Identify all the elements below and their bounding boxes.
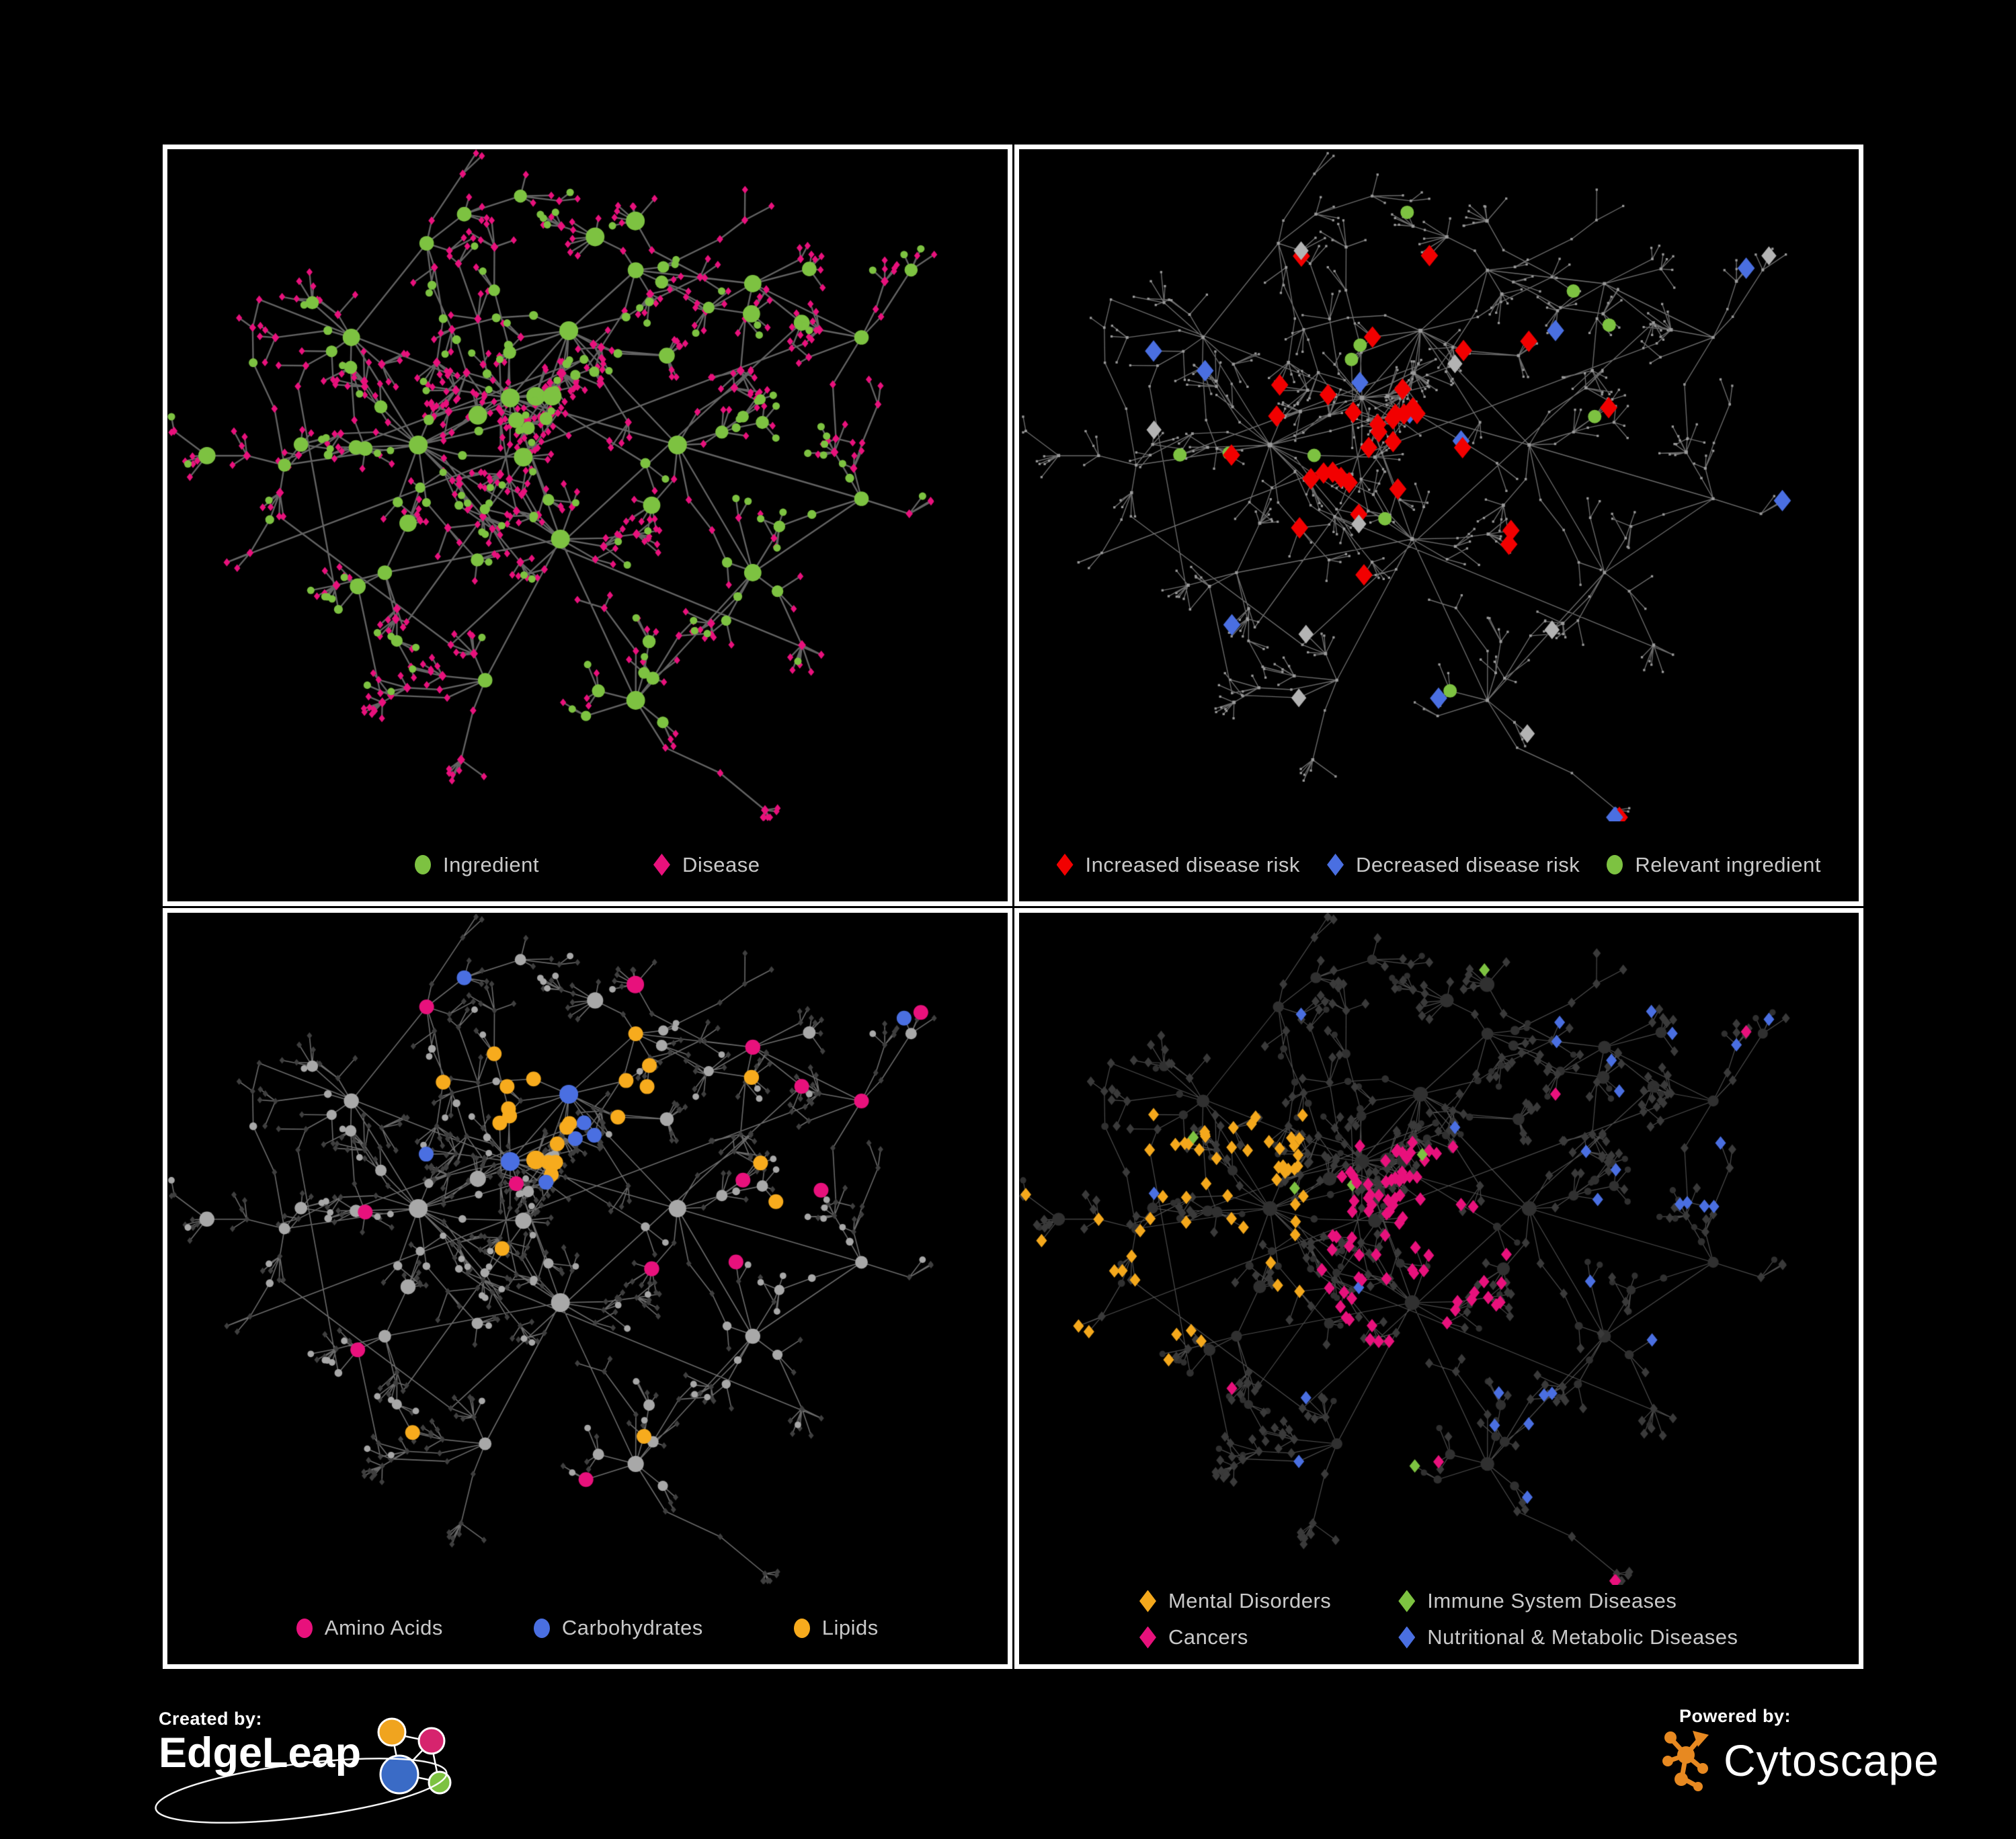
legend-item-immune-diseases: Immune System Diseases: [1398, 1589, 1738, 1613]
legend-disease-risk: Increased disease risk Decreased disease…: [1019, 853, 1859, 877]
legend-item-nutritional-metabolic: Nutritional & Metabolic Diseases: [1398, 1625, 1738, 1649]
legend-item-carbohydrates: Carbohydrates: [533, 1616, 703, 1640]
immune-diseases-diamond-icon: [1398, 1590, 1416, 1612]
cancers-diamond-icon: [1139, 1626, 1156, 1649]
network-canvas-disease-categories: [1018, 912, 1855, 1585]
legend-item-decreased-risk: Decreased disease risk: [1327, 853, 1580, 877]
legend-label-immune-diseases: Immune System Diseases: [1427, 1589, 1677, 1612]
powered-by-label: Powered by:: [1679, 1706, 1791, 1726]
legend-item-cancers: Cancers: [1139, 1625, 1331, 1649]
legend-item-lipids: Lipids: [793, 1616, 879, 1640]
decreased-risk-diamond-icon: [1327, 854, 1344, 876]
edgeleap-logo: Created by: EdgeLeap: [155, 1709, 508, 1824]
legend-label-ingredient: Ingredient: [443, 852, 539, 876]
legend-label-lipids: Lipids: [821, 1616, 879, 1639]
edgeleap-network-icon: [377, 1717, 452, 1795]
legend-item-ingredient: Ingredient: [415, 853, 539, 877]
panels-grid: Ingredient Disease Increased disease ris…: [163, 145, 1863, 1669]
carbohydrates-circle-icon: [533, 1618, 550, 1638]
legend-ingredient-disease: Ingredient Disease: [167, 853, 1008, 877]
network-canvas-ingredient-classes: [167, 912, 1004, 1585]
legend-item-relevant-ingredient: Relevant ingredient: [1607, 853, 1821, 877]
cytoscape-wordmark: Cytoscape: [1724, 1735, 1939, 1785]
edgeleap-wordmark: EdgeLeap: [159, 1729, 362, 1776]
legend-item-increased-risk: Increased disease risk: [1056, 852, 1300, 877]
legend-item-mental-disorders: Mental Disorders: [1139, 1589, 1331, 1613]
legend-label-amino-acids: Amino Acids: [324, 1616, 443, 1639]
legend-ingredient-classes: Amino Acids Carbohydrates Lipids: [167, 1616, 1008, 1640]
relevant-ingredient-circle-icon: [1607, 855, 1623, 874]
increased-risk-diamond-icon: [1056, 854, 1074, 876]
legend-label-cancers: Cancers: [1168, 1625, 1248, 1649]
legend-label-increased-risk: Increased disease risk: [1085, 852, 1300, 876]
legend-item-amino-acids: Amino Acids: [296, 1616, 443, 1640]
nutritional-metabolic-diamond-icon: [1398, 1626, 1416, 1649]
panel-ingredient-classes: Amino Acids Carbohydrates Lipids: [163, 907, 1012, 1669]
legend-label-nutritional-metabolic: Nutritional & Metabolic Diseases: [1427, 1625, 1738, 1649]
legend-disease-categories: Mental Disorders Immune System Diseases …: [1019, 1589, 1859, 1649]
legend-label-mental-disorders: Mental Disorders: [1168, 1589, 1332, 1612]
legend-label-relevant-ingredient: Relevant ingredient: [1635, 852, 1821, 876]
panel-disease-risk: Increased disease risk Decreased disease…: [1014, 145, 1863, 906]
amino-acids-circle-icon: [296, 1618, 313, 1638]
legend-item-disease: Disease: [653, 853, 760, 877]
legend-label-disease: Disease: [682, 852, 760, 876]
mental-disorders-diamond-icon: [1139, 1590, 1156, 1612]
legend-label-carbohydrates: Carbohydrates: [561, 1616, 703, 1639]
panel-disease-categories: Mental Disorders Immune System Diseases …: [1014, 907, 1863, 1669]
panel-ingredient-disease: Ingredient Disease: [163, 145, 1012, 906]
cytoscape-icon: [1662, 1731, 1709, 1791]
created-by-label: Created by:: [159, 1709, 263, 1729]
network-canvas-ingredient-disease: [167, 149, 1004, 821]
network-canvas-disease-risk: [1018, 149, 1855, 821]
legend-label-decreased-risk: Decreased disease risk: [1356, 852, 1580, 876]
disease-diamond-icon: [653, 854, 670, 876]
cytoscape-logo: Powered by: Cytoscape: [1662, 1706, 1944, 1793]
ingredient-circle-icon: [415, 855, 432, 874]
lipids-circle-icon: [793, 1618, 810, 1638]
